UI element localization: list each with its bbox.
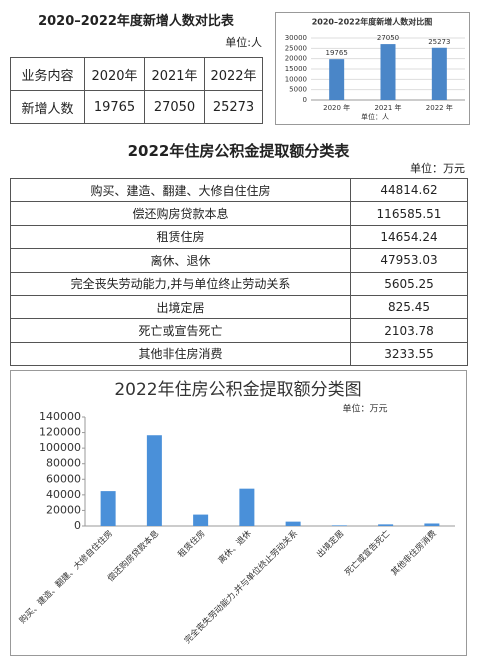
bar [431, 47, 447, 100]
table-cell: 25273 [204, 90, 263, 124]
table-cell: 27050 [144, 90, 205, 124]
table-cell: 偿还购房贷款本息 [10, 201, 351, 226]
bar [329, 59, 345, 100]
y-tick-label: 15000 [285, 65, 307, 73]
bar [424, 523, 440, 526]
table-cell: 14654.24 [350, 224, 468, 250]
table-row: 业务内容 2020年 2021年 2022年 [10, 57, 263, 91]
y-tick-label: 25000 [285, 44, 307, 52]
y-tick-label: 10000 [285, 75, 307, 83]
table-row: 购买、建造、翻建、大修自住住房 44814.62 [10, 177, 468, 203]
table-unit: 单位：万元 [410, 162, 465, 175]
table-cell: 其他非住房消费 [10, 341, 351, 367]
table-cell: 购买、建造、翻建、大修自住住房 [10, 177, 351, 203]
y-tick-label: 20000 [46, 503, 81, 516]
table-row: 死亡或宣告死亡 2103.78 [10, 318, 468, 343]
chart-title: 2022年住房公积金提取额分类图 [114, 380, 361, 400]
table-cell: 死亡或宣告死亡 [10, 318, 351, 343]
bar [239, 488, 255, 526]
bar [331, 525, 347, 526]
bar [285, 521, 301, 526]
table-cell: 44814.62 [350, 177, 468, 203]
y-tick-label: 120000 [39, 426, 81, 439]
x-tick-label: 2021 年 [374, 103, 401, 112]
table-row: 偿还购房贷款本息 116585.51 [10, 201, 468, 226]
unit-label: 单位：万元 [342, 403, 387, 415]
table-cell: 2103.78 [350, 318, 468, 343]
table-cell: 116585.51 [350, 201, 468, 226]
table-row: 新增人数 19765 27050 25273 [10, 90, 263, 124]
table-cell: 新增人数 [10, 90, 85, 124]
table-cell: 业务内容 [10, 57, 85, 91]
y-tick-label: 140000 [39, 410, 81, 423]
y-tick-label: 0 [74, 519, 81, 532]
table-cell: 租赁住房 [10, 224, 351, 250]
y-tick-label: 40000 [46, 488, 81, 501]
table-cell: 825.45 [350, 294, 468, 320]
y-tick-label: 80000 [46, 457, 81, 470]
table-title: 2020–2022年度新增人数对比表 [38, 14, 234, 29]
table-row: 租赁住房 14654.24 [10, 224, 468, 250]
y-tick-label: 0 [303, 96, 307, 104]
value-label: 27050 [377, 34, 399, 42]
table-title: 2022年住房公积金提取额分类表 [127, 142, 350, 160]
table-cell: 2021年 [144, 57, 205, 91]
bar [193, 514, 209, 526]
bar [100, 491, 116, 526]
table-cell: 离休、退休 [10, 248, 351, 273]
table-row: 完全丧失劳动能力,并与单位终止劳动关系 5605.25 [10, 271, 468, 296]
table: 业务内容 2020年 2021年 2022年 新增人数 19765 27050 25273 [10, 57, 263, 124]
chart-frame [10, 370, 467, 656]
x-tick-label: 2022 年 [426, 103, 453, 112]
value-label: 19765 [326, 49, 348, 57]
unit-label: 单位：人 [361, 112, 389, 121]
value-label: 25273 [428, 38, 450, 46]
table-row: 出境定居 825.45 [10, 294, 468, 320]
table: 购买、建造、翻建、大修自住住房 44814.62 偿还购房贷款本息 116585.51… [10, 177, 468, 367]
table-cell: 完全丧失劳动能力,并与单位终止劳动关系 [10, 271, 351, 296]
table-cell: 5605.25 [350, 271, 468, 296]
y-tick-label: 5000 [289, 86, 307, 94]
y-tick-label: 60000 [46, 472, 81, 485]
chart-title: 2020–2022年度新增人数对比图 [312, 17, 433, 27]
table-row: 离休、退休 47953.03 [10, 248, 468, 273]
table-unit: 单位:人 [225, 36, 262, 49]
bar [378, 524, 394, 526]
x-tick-label: 2020 年 [323, 103, 350, 112]
table-cell: 3233.55 [350, 341, 468, 367]
y-tick-label: 30000 [285, 34, 307, 42]
table-cell: 2020年 [84, 57, 145, 91]
y-tick-label: 20000 [285, 55, 307, 63]
table-cell: 出境定居 [10, 294, 351, 320]
table-cell: 47953.03 [350, 248, 468, 273]
y-tick-label: 100000 [39, 441, 81, 454]
table-row: 其他非住房消费 3233.55 [10, 341, 468, 367]
table-cell: 2022年 [204, 57, 263, 91]
table-cell: 19765 [84, 90, 145, 124]
bar [380, 44, 396, 100]
bar [146, 435, 162, 526]
